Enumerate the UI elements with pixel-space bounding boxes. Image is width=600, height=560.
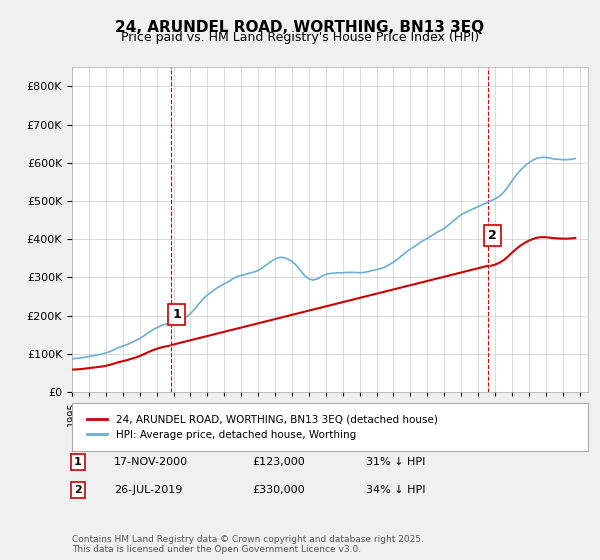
Text: 2: 2: [488, 229, 497, 242]
Text: 24, ARUNDEL ROAD, WORTHING, BN13 3EQ: 24, ARUNDEL ROAD, WORTHING, BN13 3EQ: [115, 20, 485, 35]
Text: 17-NOV-2000: 17-NOV-2000: [114, 457, 188, 467]
Text: Contains HM Land Registry data © Crown copyright and database right 2025.
This d: Contains HM Land Registry data © Crown c…: [72, 535, 424, 554]
Text: 34% ↓ HPI: 34% ↓ HPI: [366, 485, 425, 495]
Text: 1: 1: [74, 457, 82, 467]
Legend: 24, ARUNDEL ROAD, WORTHING, BN13 3EQ (detached house), HPI: Average price, detac: 24, ARUNDEL ROAD, WORTHING, BN13 3EQ (de…: [82, 410, 442, 444]
Text: 26-JUL-2019: 26-JUL-2019: [114, 485, 182, 495]
Text: £330,000: £330,000: [252, 485, 305, 495]
Text: 31% ↓ HPI: 31% ↓ HPI: [366, 457, 425, 467]
Text: £123,000: £123,000: [252, 457, 305, 467]
Text: 1: 1: [172, 308, 181, 321]
Text: Price paid vs. HM Land Registry's House Price Index (HPI): Price paid vs. HM Land Registry's House …: [121, 31, 479, 44]
Text: 2: 2: [74, 485, 82, 495]
